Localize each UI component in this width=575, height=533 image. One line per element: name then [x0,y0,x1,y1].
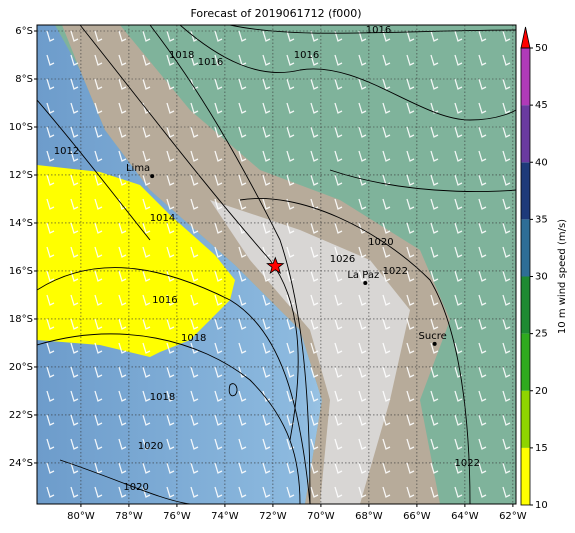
contour-label: 1016 [366,25,391,36]
x-tick-label: 80°W [67,511,95,522]
colorbar-segment [521,219,530,277]
contour-label: 1020 [368,237,393,248]
colorbar-tick-label: 15 [535,443,548,454]
colorbar-tick-label: 50 [535,43,548,54]
colorbar-tick-label: 30 [535,272,548,283]
colorbar-segment [521,333,530,391]
isobar [179,25,516,121]
x-tick-label: 76°W [163,511,191,522]
map-labels: 1016 1018 1016 1016 1012 1014 1016 1018 1018 1020… [54,25,480,493]
colorbar: 10 15 20 25 30 35 40 45 50 10 m wind speed (m/s) [520,26,568,511]
y-tick-label: 10°S [9,122,33,133]
colorbar-label: 10 m wind speed (m/s) [557,219,568,334]
y-tick-label: 8°S [15,74,33,85]
colorbar-tick-label: 40 [535,157,548,168]
graticule [37,25,516,504]
x-tick-label: 70°W [307,511,335,522]
isobar [37,333,301,504]
y-tick-label: 6°S [15,26,33,37]
x-tick-label: 64°W [451,511,479,522]
colorbar-segment [521,105,530,163]
colorbar-segment [521,447,530,505]
colorbar-segment [521,390,530,448]
isobar [37,267,311,504]
isobar [79,25,299,441]
isobar [37,99,151,241]
x-tick-label: 62°W [499,511,527,522]
contour-label: 1018 [181,333,206,344]
colorbar-tick-label: 10 [535,500,548,511]
contour-label: 1018 [169,50,194,61]
map-area: 1016 1018 1016 1016 1012 1014 1016 1018 1018 1020… [37,25,516,504]
colorbar-tick-label: 45 [535,100,548,111]
colorbar-tick-label: 35 [535,214,548,225]
isobar [229,25,516,34]
isobar [149,25,311,504]
epicenter [266,256,285,275]
isobar [329,169,516,193]
y-tick-label: 12°S [9,170,33,181]
contour-label: 1026 [330,254,355,265]
contour-label: 1020 [138,441,163,452]
contour-label: 1016 [198,57,223,68]
y-tick-label: 24°S [9,458,33,469]
city-marker [432,341,437,346]
colorbar-tick-label: 25 [535,329,548,340]
contour-label: 1016 [294,50,319,61]
x-tick-label: 72°W [259,511,287,522]
city-label: Lima [126,163,150,174]
colorbar-extend [520,26,531,49]
colorbar-tick-label: 20 [535,386,548,397]
y-tick-label: 18°S [9,314,33,325]
map-frame [36,24,517,505]
contour-label: 1018 [150,392,175,403]
axes: 80°W 78°W 76°W 74°W 72°W 70°W 68°W 66°W 64°W 62°W… [9,26,527,522]
colorbar-segment [521,162,530,220]
contour-label: 1014 [150,213,175,224]
y-tick-label: 16°S [9,266,33,277]
city-marker [150,174,155,179]
colorbar-segment [521,48,530,106]
contour-label: 1020 [123,482,148,493]
y-tick-label: 20°S [9,362,33,373]
city-label: Sucre [419,331,447,342]
x-tick-label: 78°W [115,511,143,522]
x-tick-label: 68°W [355,511,383,522]
isobar [228,383,238,397]
contour-label: 1022 [383,266,408,277]
isobar [239,198,471,504]
x-tick-label: 74°W [211,511,239,522]
contour-label: 1022 [455,458,480,469]
isobars [37,25,516,504]
colorbar-segment [521,276,530,334]
title: Forecast of 2019061712 (f000) [190,7,361,20]
isobar [59,459,191,504]
contour-label: 1016 [152,295,177,306]
y-tick-label: 14°S [9,218,33,229]
city-marker [363,280,368,285]
x-tick-label: 66°W [403,511,431,522]
contour-label: 1012 [54,146,79,157]
city-label: La Paz [347,270,379,281]
y-tick-label: 22°S [9,410,33,421]
